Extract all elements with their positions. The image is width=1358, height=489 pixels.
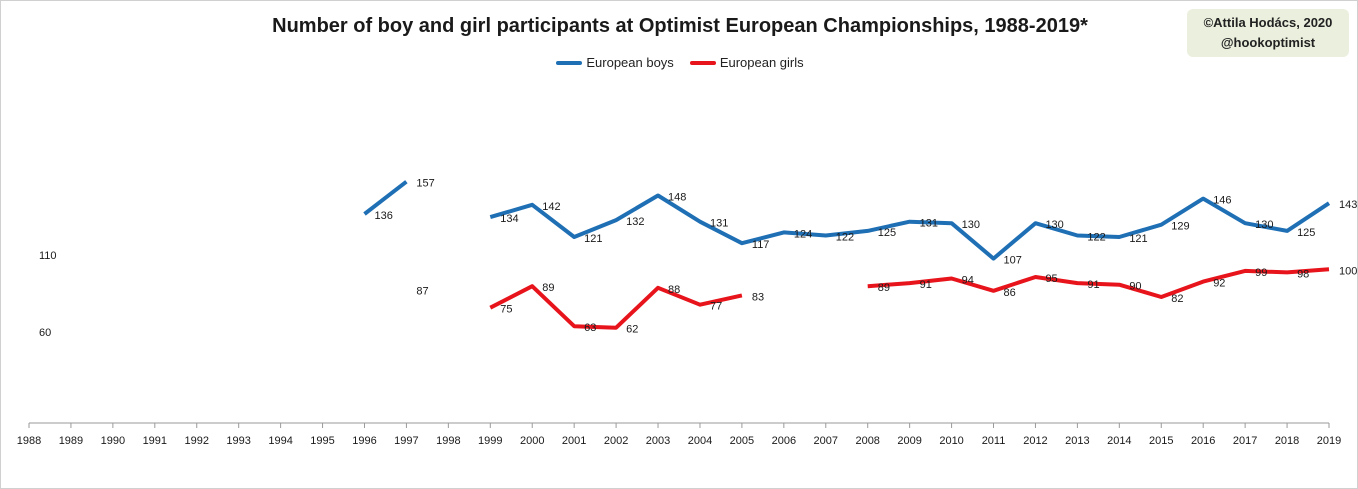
data-label-girls: 86 (1004, 287, 1016, 299)
data-label-boys: 143 (1339, 199, 1357, 211)
x-tick-label: 1997 (394, 435, 418, 447)
x-tick-label: 2001 (562, 435, 586, 447)
x-tick-label: 2013 (1065, 435, 1089, 447)
data-label-boys: 122 (1087, 232, 1105, 244)
series-line-boys (363, 180, 408, 216)
data-label-girls: 62 (626, 324, 638, 336)
x-tick-label: 2012 (1023, 435, 1047, 447)
data-label-girls: 90 (1129, 281, 1141, 293)
x-tick-label: 1991 (143, 435, 167, 447)
x-tick-label: 2014 (1107, 435, 1131, 447)
data-label-girls: 75 (500, 304, 512, 316)
data-label-girls: 100 (1339, 265, 1357, 277)
x-tick-label: 2019 (1317, 435, 1341, 447)
x-tick-label: 1992 (184, 435, 208, 447)
data-label-girls: 77 (710, 301, 722, 313)
x-tick-label: 1995 (310, 435, 334, 447)
data-label-boys: 131 (710, 218, 728, 230)
data-label-boys: 130 (1045, 219, 1063, 231)
data-label-boys: 124 (794, 228, 812, 240)
x-tick-label: 2006 (772, 435, 796, 447)
data-label-girls: 99 (1255, 267, 1267, 279)
data-label-girls: 98 (1297, 268, 1309, 280)
x-tick-label: 1999 (478, 435, 502, 447)
data-label-boys: 131 (920, 218, 938, 230)
data-label-boys: 129 (1171, 221, 1189, 233)
legend-item-girls: European girls (689, 55, 804, 70)
data-label-girls: 89 (542, 282, 554, 294)
x-tick-label: 2018 (1275, 435, 1299, 447)
data-label-boys: 117 (752, 239, 770, 251)
series-line-girls (489, 284, 743, 330)
data-label-boys: 148 (668, 192, 686, 204)
data-label-girls: 95 (1045, 273, 1057, 285)
data-label-girls: 91 (1087, 279, 1099, 291)
series-line-girls (867, 267, 1330, 299)
data-label-boys: 121 (1129, 233, 1147, 245)
x-tick-label: 2015 (1149, 435, 1173, 447)
x-tick-label: 2010 (939, 435, 963, 447)
data-label-boys: 125 (1297, 227, 1315, 239)
data-label-boys: 125 (878, 227, 896, 239)
data-label-boys: 136 (374, 210, 392, 222)
x-tick-label: 1990 (101, 435, 125, 447)
data-label-girls: 89 (878, 282, 890, 294)
data-label-girls: 83 (752, 291, 764, 303)
data-label-boys: 142 (542, 201, 560, 213)
legend: European boys European girls (1, 55, 1358, 70)
chart-title: Number of boy and girl participants at O… (272, 15, 1088, 37)
credit-box: ©Attila Hodács, 2020 @hookoptimist (1187, 9, 1349, 57)
x-tick-label: 2002 (604, 435, 628, 447)
series-line-boys (489, 193, 1331, 261)
data-label-girls: 60 (39, 327, 51, 339)
data-label-boys: 130 (1255, 219, 1273, 231)
credit-author: ©Attila Hodács, 2020 (1203, 15, 1333, 30)
x-tick-label: 1994 (268, 435, 292, 447)
legend-label-girls: European girls (719, 55, 804, 70)
x-tick-label: 2005 (730, 435, 754, 447)
data-label-boys: 146 (1213, 195, 1231, 207)
x-tick-label: 2009 (897, 435, 921, 447)
x-tick-label: 1988 (17, 435, 41, 447)
x-tick-label: 1993 (226, 435, 250, 447)
data-label-boys: 122 (836, 232, 854, 244)
x-tick-label: 2003 (646, 435, 670, 447)
x-tick-label: 2017 (1233, 435, 1257, 447)
data-label-boys: 121 (584, 233, 602, 245)
x-tick-label: 2000 (520, 435, 544, 447)
credit-handle: @hookoptimist (1220, 35, 1316, 50)
data-label-girls: 88 (668, 284, 680, 296)
data-label-girls: 94 (962, 275, 974, 287)
x-tick-label: 2011 (982, 435, 1006, 447)
legend-swatch-girls (689, 60, 716, 65)
legend-label-boys: European boys (586, 55, 674, 70)
data-label-boys: 157 (416, 178, 434, 190)
data-label-girls: 63 (584, 322, 596, 334)
x-tick-label: 1989 (59, 435, 83, 447)
x-tick-label: 2004 (688, 435, 712, 447)
data-label-boys: 130 (962, 219, 980, 231)
x-tick-label: 1996 (352, 435, 376, 447)
data-label-boys: 107 (1004, 255, 1022, 267)
x-tick-label: 1998 (436, 435, 460, 447)
data-label-boys: 132 (626, 216, 644, 228)
legend-swatch-boys (556, 60, 583, 65)
x-tick-label: 2008 (855, 435, 879, 447)
data-label-boys: 110 (39, 250, 57, 262)
data-label-girls: 82 (1171, 293, 1183, 305)
data-label-girls: 87 (416, 285, 428, 297)
data-label-girls: 92 (1213, 278, 1225, 290)
x-tick-label: 2016 (1191, 435, 1215, 447)
legend-item-boys: European boys (556, 55, 674, 70)
x-tick-label: 2007 (814, 435, 838, 447)
data-label-girls: 91 (920, 279, 932, 291)
data-label-boys: 134 (500, 213, 518, 225)
